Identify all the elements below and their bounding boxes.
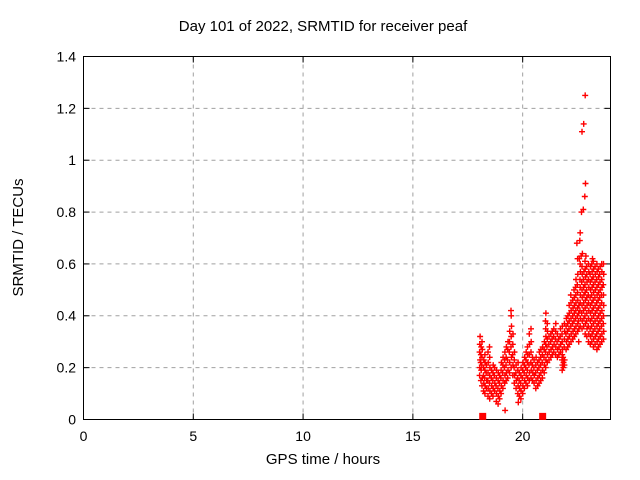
y-tick-label: 0.4 (57, 308, 77, 324)
x-axis-label: GPS time / hours (266, 451, 380, 468)
series-axis-markers (479, 412, 547, 420)
axis-tick-marks (83, 56, 611, 420)
x-tick-label: 20 (515, 428, 531, 444)
chart-title: Day 101 of 2022, SRMTID for receiver pea… (179, 18, 468, 35)
y-tick-label: 0.2 (57, 360, 77, 376)
y-tick-label: 0 (68, 411, 76, 427)
y-tick-labels: 0 0.2 0.4 0.6 0.8 1 1.2 1.4 (57, 48, 77, 427)
square-marker (539, 412, 547, 420)
y-tick-label: 1.2 (57, 100, 77, 116)
series-srmtid (476, 92, 607, 414)
x-tick-label: 5 (189, 428, 197, 444)
plus-markers (476, 92, 607, 414)
y-tick-label: 1.4 (57, 48, 77, 64)
x-tick-label: 10 (295, 428, 311, 444)
x-tick-label: 0 (80, 428, 88, 444)
x-tick-label: 15 (405, 428, 421, 444)
y-tick-label: 0.8 (57, 204, 77, 220)
x-tick-labels: 0 5 10 15 20 (80, 428, 531, 444)
data-points (476, 92, 607, 420)
y-axis-label: SRMTID / TECUs (10, 178, 27, 296)
square-marker (479, 412, 487, 420)
plot-border (83, 56, 611, 420)
y-tick-label: 1 (68, 152, 76, 168)
y-tick-label: 0.6 (57, 256, 77, 272)
